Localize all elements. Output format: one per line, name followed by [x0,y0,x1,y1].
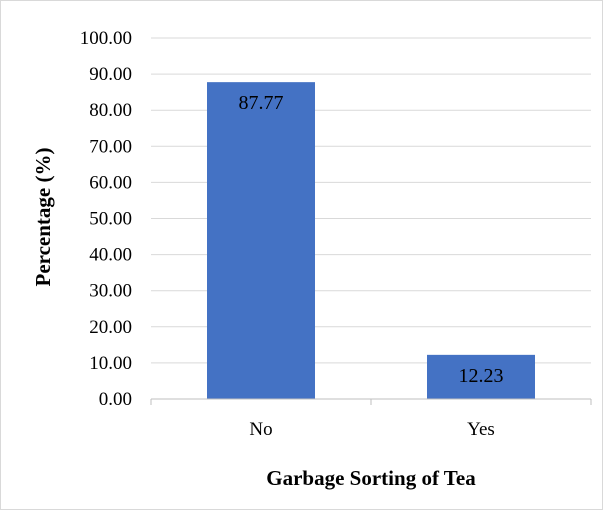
data-label: 12.23 [459,365,504,387]
bar-yes [427,354,535,399]
bars: 87.77 12.23 [207,82,535,399]
y-tick-labels: 0.00 10.00 20.00 30.00 40.00 50.00 60.00 70.00 8… [80,28,132,410]
y-tick-label: 20.00 [89,317,132,338]
y-tick-label: 90.00 [89,64,132,85]
x-axis [150,398,592,405]
y-tick-label: 50.00 [89,209,132,230]
x-tick-label: No [249,419,272,440]
y-tick-label: 10.00 [89,353,132,374]
y-tick-label: 30.00 [89,281,132,302]
data-label: 87.77 [239,92,284,114]
x-axis-title: Garbage Sorting of Tea [266,466,476,490]
bar-no [207,82,315,399]
x-tick-label: Yes [467,419,495,440]
y-tick-label: 100.00 [80,28,132,49]
y-tick-label: 70.00 [89,136,132,157]
y-tick-label: 40.00 [89,245,132,266]
y-tick-label: 60.00 [89,172,132,193]
y-tick-label: 80.00 [89,100,132,121]
y-tick-label: 0.00 [99,389,132,410]
x-tick-labels: No Yes [249,419,494,440]
y-axis-title: Percentage (%) [31,148,55,287]
